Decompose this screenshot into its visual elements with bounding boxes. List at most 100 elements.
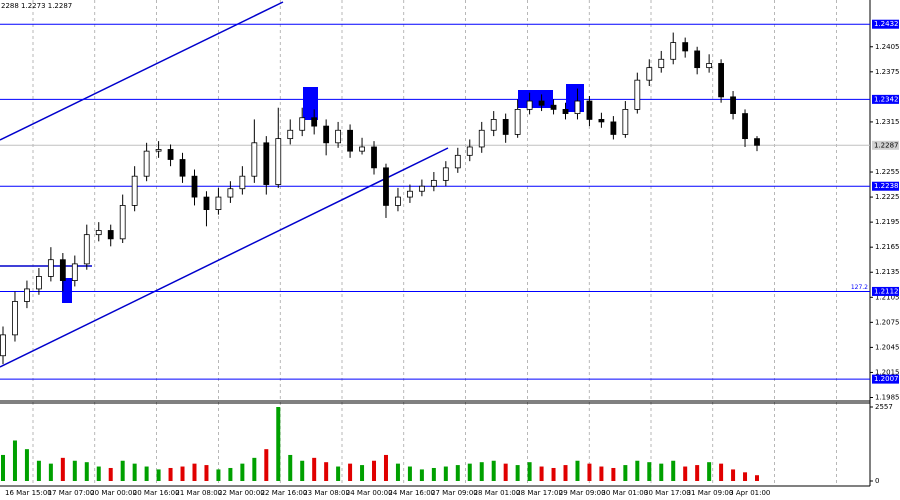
x-tick-label: 16 Mar 15:00	[5, 489, 52, 497]
volume-bar	[168, 467, 173, 481]
candle-body	[0, 334, 6, 357]
level-label: 1.2007	[874, 375, 899, 383]
volume-bar	[551, 467, 556, 481]
volume-bar	[204, 465, 209, 481]
volume-bar	[491, 460, 496, 481]
candle-body	[323, 125, 330, 144]
candle-body	[730, 96, 736, 114]
candle-body	[598, 119, 605, 123]
y-tick-label: 1.2045	[875, 343, 900, 351]
candle-body	[12, 301, 18, 336]
candle-body	[466, 146, 473, 156]
level-label: 1.2112	[874, 287, 899, 295]
current-price-box	[872, 140, 899, 150]
y-tick-label: 1.2165	[875, 243, 900, 251]
candle-body	[622, 108, 629, 135]
candle-body	[131, 175, 138, 206]
candle-body	[311, 117, 318, 127]
x-tick-label: 28 Mar 17:00	[516, 489, 563, 497]
volume-bar	[96, 466, 101, 481]
volume-bar	[312, 457, 317, 481]
candle-body	[658, 58, 665, 69]
candle-body	[442, 167, 449, 181]
candle-body	[359, 146, 365, 152]
y-tick-label: 1.2225	[875, 193, 900, 201]
x-tick-label: 31 Mar 09:00	[687, 489, 734, 497]
candle-body	[514, 108, 521, 135]
candle-body	[371, 146, 377, 169]
volume-bar	[695, 465, 700, 481]
y-tick-label: 1.2405	[875, 43, 900, 51]
volume-bar	[755, 475, 759, 481]
x-tick-label: 22 Mar 16:00	[261, 489, 308, 497]
level-label-box	[872, 374, 899, 384]
candle-body	[83, 234, 90, 265]
volume-bar	[108, 467, 113, 481]
volume-bar	[467, 463, 472, 481]
volume-bar	[360, 465, 365, 481]
trend-line	[0, 1, 284, 141]
y-tick-label: 1.2015	[875, 368, 900, 376]
candle-body	[191, 175, 198, 198]
candle-body	[418, 185, 425, 192]
volume-bar	[623, 465, 628, 481]
candle-body	[454, 154, 461, 169]
volume-bar	[48, 463, 53, 481]
x-tick-label: 29 Mar 09:00	[559, 489, 606, 497]
candle-body	[47, 259, 54, 277]
volume-bar	[372, 460, 377, 481]
candle-body	[71, 263, 78, 281]
volume-bar	[144, 466, 149, 481]
volume-bar	[240, 463, 245, 481]
volume-bar	[743, 472, 748, 481]
volume-bar	[1, 454, 5, 481]
candle-body	[167, 149, 174, 160]
volume-bar	[515, 465, 520, 481]
x-tick-label: 30 Mar 17:00	[644, 489, 691, 497]
volume-bar	[503, 463, 508, 481]
candle-body	[251, 142, 258, 177]
candle-body	[203, 196, 210, 211]
volume-bar	[683, 466, 688, 481]
candle-body	[430, 179, 437, 187]
volume-bar	[120, 460, 125, 481]
candle-body	[478, 129, 485, 148]
zone-box	[303, 87, 318, 120]
volume-bar	[192, 463, 197, 481]
volume-bar	[635, 460, 640, 481]
x-tick-label: 24 Mar 16:00	[388, 489, 435, 497]
candle-body	[383, 167, 389, 206]
candle-body	[646, 67, 653, 81]
zone-box	[62, 278, 72, 303]
volume-bar	[395, 463, 400, 481]
x-tick-label: 24 Mar 00:00	[346, 489, 393, 497]
y-tick-label: 1.2075	[875, 318, 900, 326]
volume-bar	[419, 469, 424, 481]
candle-body	[299, 117, 306, 131]
volume-bar	[719, 463, 724, 481]
candle-body	[36, 276, 42, 290]
level-annotation: 127.2	[851, 284, 868, 291]
candle-body	[24, 288, 30, 302]
volume-bar	[84, 462, 89, 481]
x-tick-label: 3 Apr 01:00	[729, 489, 770, 497]
candle-body	[718, 63, 724, 98]
volume-bar	[216, 469, 221, 481]
candle-body	[179, 159, 186, 177]
volume-bar	[252, 457, 257, 481]
candle-body	[239, 175, 246, 190]
volume-tick-label: 0	[875, 477, 879, 485]
x-tick-label: 20 Mar 16:00	[133, 489, 180, 497]
volume-bar	[24, 449, 29, 481]
volume-bar	[443, 466, 448, 481]
candle-body	[263, 142, 270, 185]
candle-body	[526, 100, 533, 110]
candle-body	[227, 188, 234, 198]
candle-body	[395, 196, 401, 206]
volume-bar	[527, 462, 532, 481]
volume-bar	[431, 467, 436, 481]
candle-body	[107, 230, 114, 240]
candle-body	[59, 259, 66, 281]
